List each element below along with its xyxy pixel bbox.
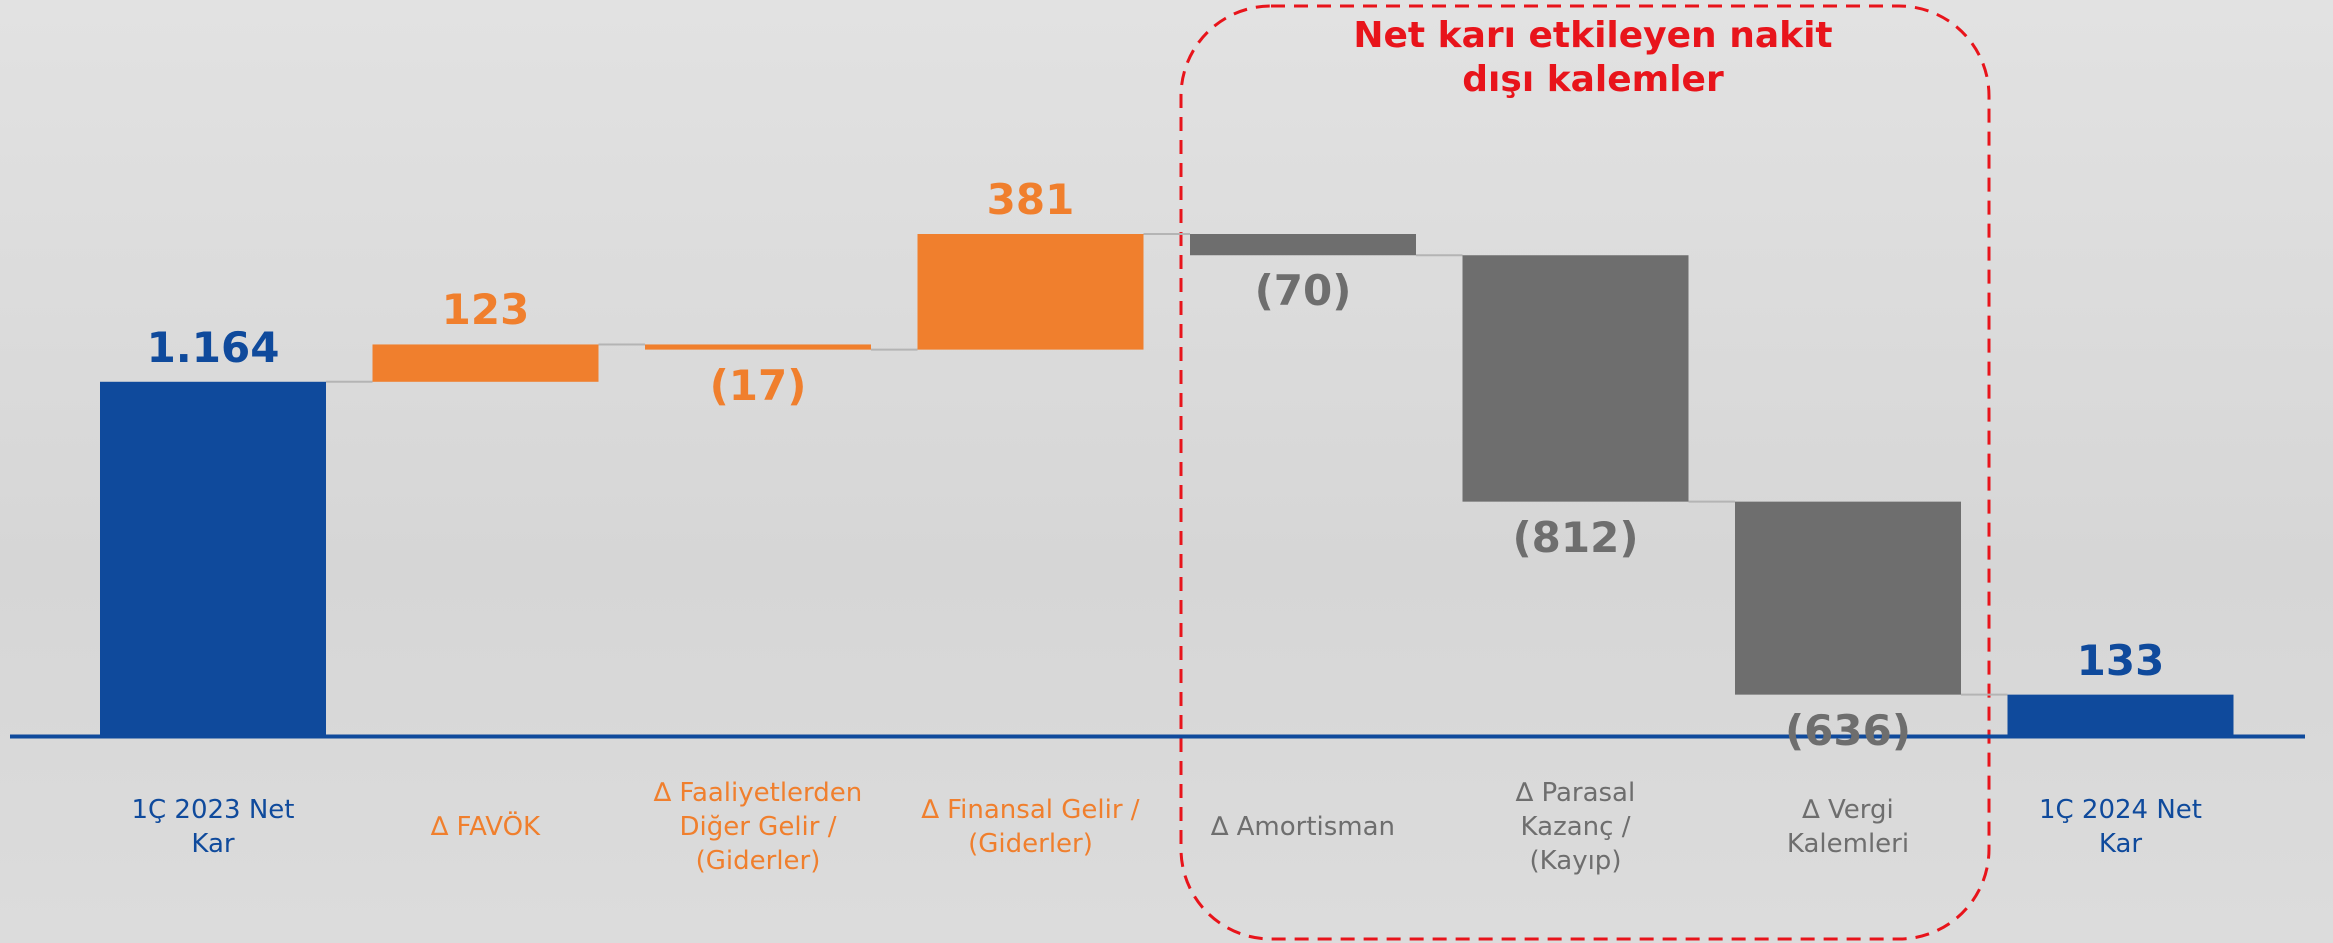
bar xyxy=(2008,695,2234,735)
bar xyxy=(100,382,326,735)
value-label: (70) xyxy=(1173,267,1433,315)
x-tick-label: 1Ç 2024 Net Kar xyxy=(1986,772,2256,882)
value-label: (812) xyxy=(1446,514,1706,562)
bar xyxy=(373,344,599,381)
bar xyxy=(645,344,871,349)
x-tick-label: ∆ Finansal Gelir / (Giderler) xyxy=(896,772,1166,882)
annotation: Net karı etkileyen nakit dışı kalemler xyxy=(1353,14,1833,102)
x-tick-label: ∆ Faaliyetlerden Diğer Gelir / (Giderler… xyxy=(623,772,893,882)
bar xyxy=(1190,234,1416,255)
x-tick-label: ∆ Vergi Kalemleri xyxy=(1713,772,1983,882)
bar xyxy=(1463,255,1689,501)
x-tick-label: 1Ç 2023 Net Kar xyxy=(78,772,348,882)
value-label: 123 xyxy=(356,286,616,334)
value-label: 1.164 xyxy=(83,324,343,372)
value-label: 133 xyxy=(1991,637,2251,685)
slide: Net karı etkileyen nakit dışı kalemler 1… xyxy=(0,0,2333,943)
bar xyxy=(1735,502,1961,695)
x-tick-label: ∆ Amortisman xyxy=(1168,772,1438,882)
value-label: (17) xyxy=(628,362,888,410)
value-label: (636) xyxy=(1718,707,1978,755)
bar xyxy=(918,234,1144,350)
x-tick-label: ∆ FAVÖK xyxy=(351,772,621,882)
x-tick-label: ∆ Parasal Kazanç / (Kayıp) xyxy=(1441,772,1711,882)
value-label: 381 xyxy=(901,176,1161,224)
